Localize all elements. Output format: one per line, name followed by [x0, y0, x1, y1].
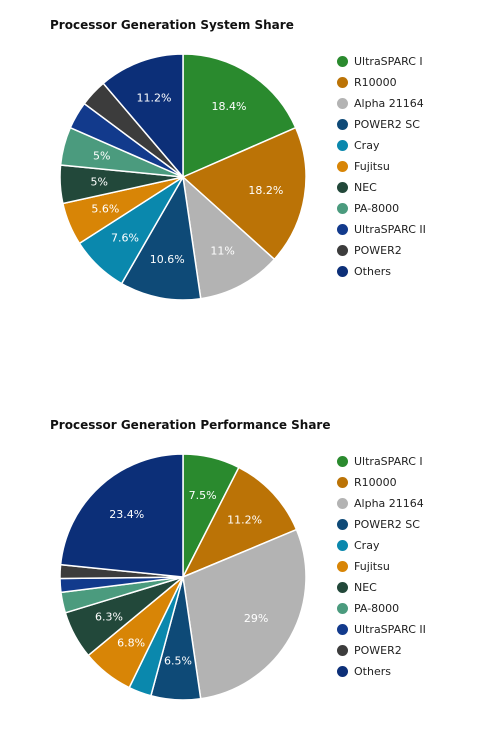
legend-label: Fujitsu	[354, 560, 390, 573]
legend-item-r10000: R10000	[337, 72, 426, 93]
pie-slice-alpha-21164	[181, 175, 276, 300]
legend-label: POWER2	[354, 244, 402, 257]
legend: UltraSPARC I R10000 Alpha 21164 POWER2 SC Cr…	[337, 51, 426, 282]
legend-item-ultrasparc-ii: UltraSPARC II	[337, 219, 426, 240]
legend-label: PA-8000	[354, 602, 400, 615]
legend-item-ultrasparc-i: UltraSPARC I	[337, 451, 426, 472]
legend-label: UltraSPARC II	[354, 623, 426, 636]
legend-item-nec: NEC	[337, 177, 426, 198]
chart-title: Processor Generation System Share	[50, 18, 294, 32]
legend-label: UltraSPARC II	[354, 223, 426, 236]
legend-swatch	[337, 182, 348, 193]
legend-item-fujitsu: Fujitsu	[337, 556, 426, 577]
legend-label: Others	[354, 665, 391, 678]
legend-item-power2-sc: POWER2 SC	[337, 114, 426, 135]
legend-item-pa-8000: PA-8000	[337, 198, 426, 219]
legend-label: Alpha 21164	[354, 497, 424, 510]
legend-item-alpha-21164: Alpha 21164	[337, 93, 426, 114]
legend-item-cray: Cray	[337, 135, 426, 156]
chart-title: Processor Generation Performance Share	[50, 418, 331, 432]
legend-label: UltraSPARC I	[354, 55, 423, 68]
legend-item-alpha-21164: Alpha 21164	[337, 493, 426, 514]
data-label-ultrasparc-i: 18.4%	[212, 100, 247, 113]
legend-swatch	[337, 140, 348, 151]
legend-swatch	[337, 98, 348, 109]
legend-item-ultrasparc-i: UltraSPARC I	[337, 51, 426, 72]
data-label-alpha-21164: 11%	[210, 245, 234, 258]
data-label-others: 23.4%	[109, 508, 144, 521]
legend-swatch	[337, 540, 348, 551]
legend-label: UltraSPARC I	[354, 455, 423, 468]
pie-slice-alpha-21164	[182, 528, 307, 700]
legend-item-nec: NEC	[337, 577, 426, 598]
legend-label: Others	[354, 265, 391, 278]
legend-label: POWER2 SC	[354, 118, 420, 131]
legend-swatch	[337, 161, 348, 172]
legend-label: R10000	[354, 476, 397, 489]
data-label-ultrasparc-i: 7.5%	[189, 489, 217, 502]
legend-label: Cray	[354, 539, 380, 552]
data-label-nec: 5%	[90, 176, 107, 189]
legend-swatch	[337, 624, 348, 635]
legend-label: Cray	[354, 139, 380, 152]
pie-slice-ultrasparc-i	[182, 53, 297, 179]
pie-chart: 18.4% 18.2% 11% 10.6% 7.6% 5.6% 5% 5% 11.2%	[59, 53, 307, 301]
legend-item-fujitsu: Fujitsu	[337, 156, 426, 177]
legend-swatch	[337, 582, 348, 593]
data-label-cray: 7.6%	[111, 231, 139, 244]
legend-item-others: Others	[337, 661, 426, 682]
legend-swatch	[337, 519, 348, 530]
data-label-power2-sc: 6.5%	[164, 654, 192, 667]
legend-label: NEC	[354, 581, 377, 594]
legend-swatch	[337, 245, 348, 256]
legend-label: POWER2 SC	[354, 518, 420, 531]
data-label-r10000: 18.2%	[248, 184, 283, 197]
legend-swatch	[337, 77, 348, 88]
pie-slice-r10000	[181, 126, 307, 261]
data-label-power2-sc: 10.6%	[150, 253, 185, 266]
legend-swatch	[337, 561, 348, 572]
legend-swatch	[337, 203, 348, 214]
data-label-others: 11.2%	[137, 92, 172, 105]
legend-swatch	[337, 603, 348, 614]
legend-swatch	[337, 56, 348, 67]
legend-label: Fujitsu	[354, 160, 390, 173]
legend-swatch	[337, 266, 348, 277]
system-share-chart: 18.4% 18.2% 11% 10.6% 7.6% 5.6% 5% 5% 11.2% Proc…	[0, 0, 500, 340]
legend-label: NEC	[354, 181, 377, 194]
legend-label: POWER2	[354, 644, 402, 657]
legend-item-cray: Cray	[337, 535, 426, 556]
data-label-fujitsu: 5.6%	[91, 203, 119, 216]
data-label-alpha-21164: 29%	[244, 612, 268, 625]
legend-swatch	[337, 224, 348, 235]
pie-slice-power2-sc	[120, 174, 202, 301]
legend-swatch	[337, 498, 348, 509]
legend-item-pa-8000: PA-8000	[337, 598, 426, 619]
performance-share-chart: 7.5% 11.2% 29% 6.5% 6.8% 6.3% 23.4% Processor …	[0, 400, 500, 740]
data-label-r10000: 11.2%	[227, 513, 262, 526]
legend-item-power2-sc: POWER2 SC	[337, 514, 426, 535]
pie-chart: 7.5% 11.2% 29% 6.5% 6.8% 6.3% 23.4%	[59, 453, 307, 701]
pie-slice-others	[102, 53, 184, 180]
legend-swatch	[337, 119, 348, 130]
legend-item-power2: POWER2	[337, 640, 426, 661]
pie-slice-others	[59, 453, 184, 578]
legend-label: PA-8000	[354, 202, 400, 215]
legend-item-r10000: R10000	[337, 472, 426, 493]
legend-label: R10000	[354, 76, 397, 89]
legend-item-others: Others	[337, 261, 426, 282]
pie-slice-r10000	[181, 466, 298, 579]
data-label-nec: 6.3%	[95, 610, 123, 623]
legend: UltraSPARC I R10000 Alpha 21164 POWER2 SC Cr…	[337, 451, 426, 682]
legend-item-power2: POWER2	[337, 240, 426, 261]
legend-swatch	[337, 456, 348, 467]
legend-label: Alpha 21164	[354, 97, 424, 110]
legend-item-ultrasparc-ii: UltraSPARC II	[337, 619, 426, 640]
data-label-fujitsu: 6.8%	[117, 637, 145, 650]
data-label-pa-8000: 5%	[93, 149, 110, 162]
legend-swatch	[337, 477, 348, 488]
legend-swatch	[337, 666, 348, 677]
legend-swatch	[337, 645, 348, 656]
